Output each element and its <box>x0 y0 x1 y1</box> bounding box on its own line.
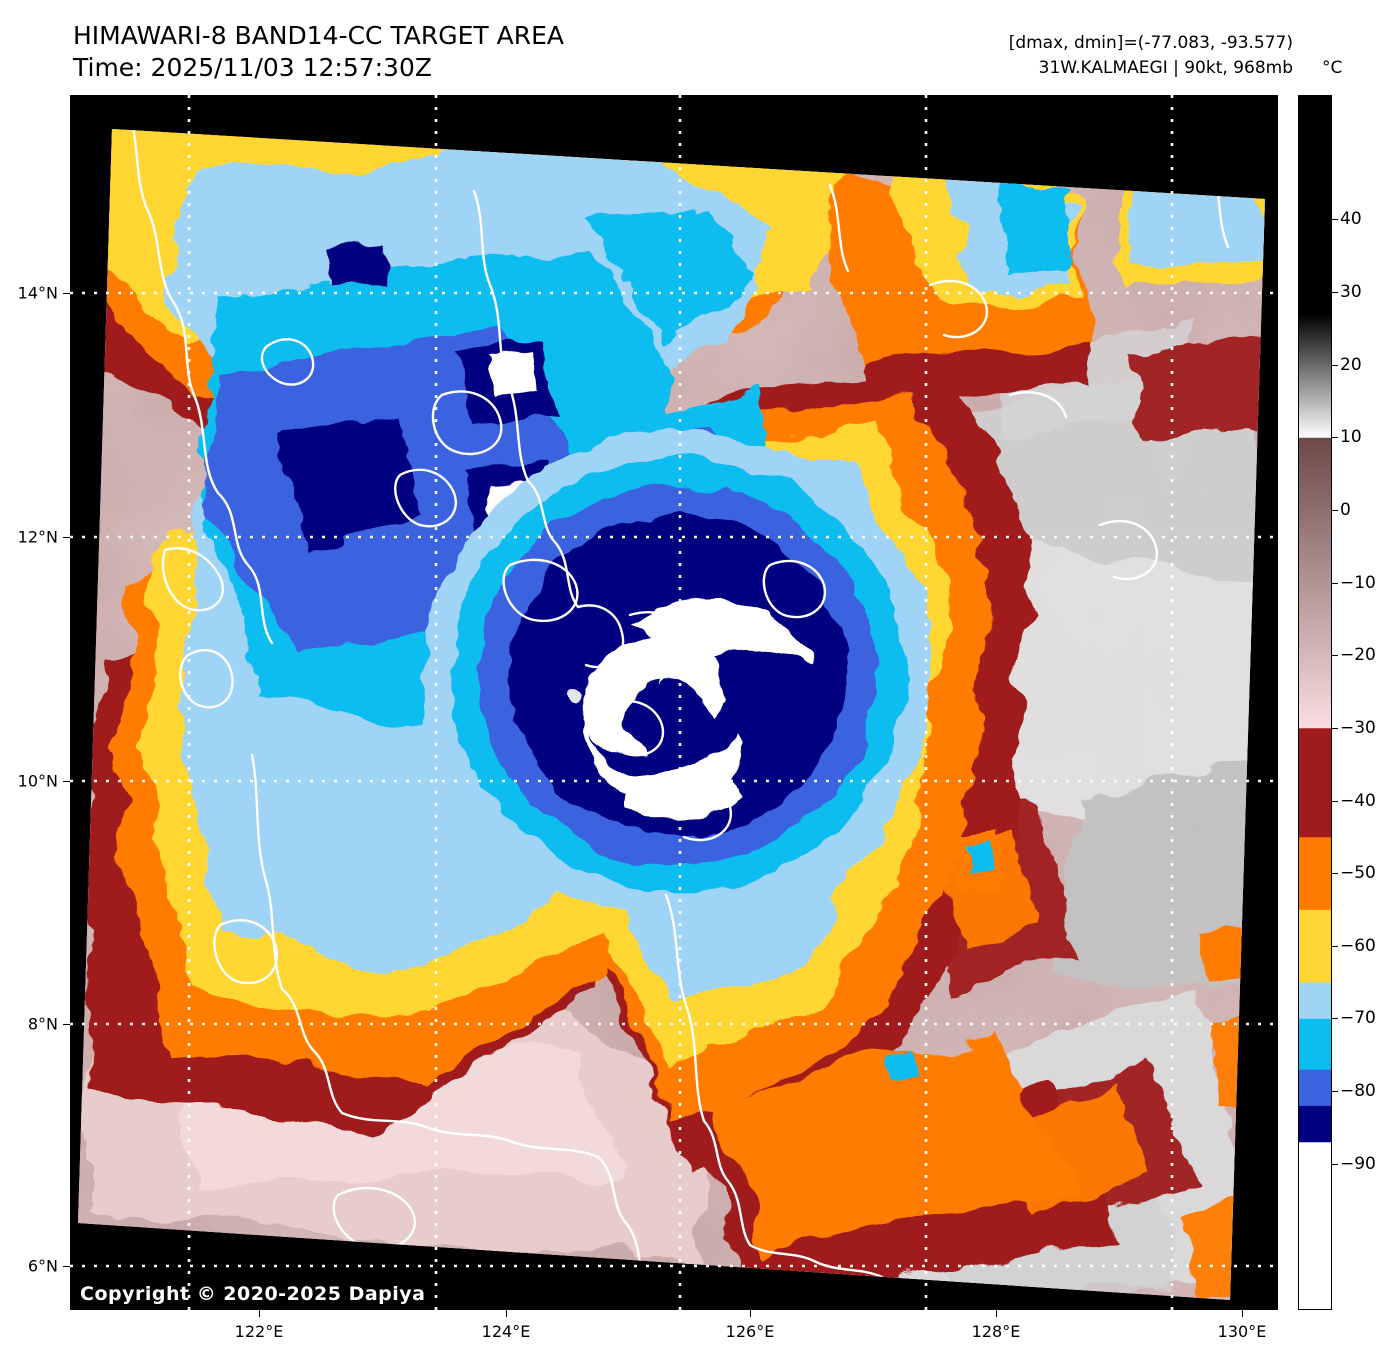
colorbar-tick-label-8: −40 <box>1340 790 1376 811</box>
colorbar-tickmark <box>1332 582 1338 584</box>
colorbar-tick-label-6: −20 <box>1340 645 1376 666</box>
y-axis-tick-label-1: 12°N <box>17 527 58 547</box>
colorbar-tick-label-11: −70 <box>1340 1008 1376 1029</box>
colorbar-tickmark <box>1332 1091 1338 1093</box>
coastline-overlay <box>78 129 1230 1300</box>
x-tickmark <box>506 1310 507 1317</box>
colorbar-unit-label: °C <box>1322 58 1343 78</box>
colorbar-tick-label-3: 10 <box>1340 427 1362 448</box>
y-axis-tick-label-3: 8°N <box>27 1014 58 1034</box>
colorbar-tickmark <box>1332 437 1338 439</box>
colorbar-tick-label-9: −50 <box>1340 863 1376 884</box>
metadata-block: [dmax, dmin]=(-77.083, -93.577) 31W.KALM… <box>1009 31 1293 81</box>
colorbar-tick-label-10: −60 <box>1340 935 1376 956</box>
cyclone-core <box>423 433 933 917</box>
x-axis-tick-label-3: 128°E <box>971 1322 1021 1341</box>
colorbar-tick-label-13: −90 <box>1340 1153 1376 1174</box>
copyright-label: Copyright © 2020-2025 Dapiya <box>80 1283 426 1305</box>
raster-footprint <box>78 129 1265 1300</box>
colorbar-tickmark <box>1332 873 1338 875</box>
x-axis-tick-label-4: 130°E <box>1217 1322 1267 1341</box>
x-tickmark <box>259 1310 260 1317</box>
title-block: HIMAWARI-8 BAND14-CC TARGET AREA Time: 2… <box>73 20 564 84</box>
y-tickmark <box>63 293 70 294</box>
colorbar <box>1298 95 1332 1310</box>
colorbar-tickmark <box>1332 292 1338 294</box>
colorbar-tickmark <box>1332 1018 1338 1020</box>
y-tickmark <box>63 1266 70 1267</box>
colorbar-tickmark <box>1332 800 1338 802</box>
colorbar-tick-label-1: 30 <box>1340 282 1362 303</box>
colorbar-tick-label-12: −80 <box>1340 1081 1376 1102</box>
colorbar-tickmark <box>1332 945 1338 947</box>
colorbar-tickmark <box>1332 364 1338 366</box>
y-tickmark <box>63 1024 70 1025</box>
x-tickmark <box>750 1310 751 1317</box>
colorbar-gradient <box>1299 96 1331 1309</box>
storm-info-label: 31W.KALMAEGI | 90kt, 968mb <box>1038 58 1293 78</box>
satellite-raster <box>70 95 1278 1310</box>
colorbar-tick-label-2: 20 <box>1340 354 1362 375</box>
timestamp-label: Time: 2025/11/03 12:57:30Z <box>73 53 432 82</box>
colorbar-tickmark <box>1332 727 1338 729</box>
satellite-image-plot: Copyright © 2020-2025 Dapiya <box>70 95 1278 1310</box>
colorbar-tickmark <box>1332 510 1338 512</box>
page-title: HIMAWARI-8 BAND14-CC TARGET AREA <box>73 21 565 50</box>
x-axis-tick-label-2: 126°E <box>725 1322 775 1341</box>
x-axis-tick-label-1: 124°E <box>481 1322 531 1341</box>
colorbar-tick-label-5: −10 <box>1340 572 1376 593</box>
colorbar-tick-label-4: 0 <box>1340 500 1351 521</box>
y-axis-tick-label-0: 14°N <box>17 283 58 303</box>
dminmax-label: [dmax, dmin]=(-77.083, -93.577) <box>1008 33 1293 53</box>
colorbar-tick-label-7: −30 <box>1340 717 1376 738</box>
x-axis-tick-label-0: 122°E <box>234 1322 284 1341</box>
x-tickmark <box>996 1310 997 1317</box>
y-axis-tick-label-2: 10°N <box>17 771 58 791</box>
y-tickmark <box>63 781 70 782</box>
colorbar-tick-label-0: 40 <box>1340 209 1362 230</box>
colorbar-tickmark <box>1332 655 1338 657</box>
x-tickmark <box>1242 1310 1243 1317</box>
colorbar-tickmark <box>1332 219 1338 221</box>
colorbar-tickmark <box>1332 1163 1338 1165</box>
y-axis-tick-label-4: 6°N <box>27 1256 58 1276</box>
y-tickmark <box>63 537 70 538</box>
